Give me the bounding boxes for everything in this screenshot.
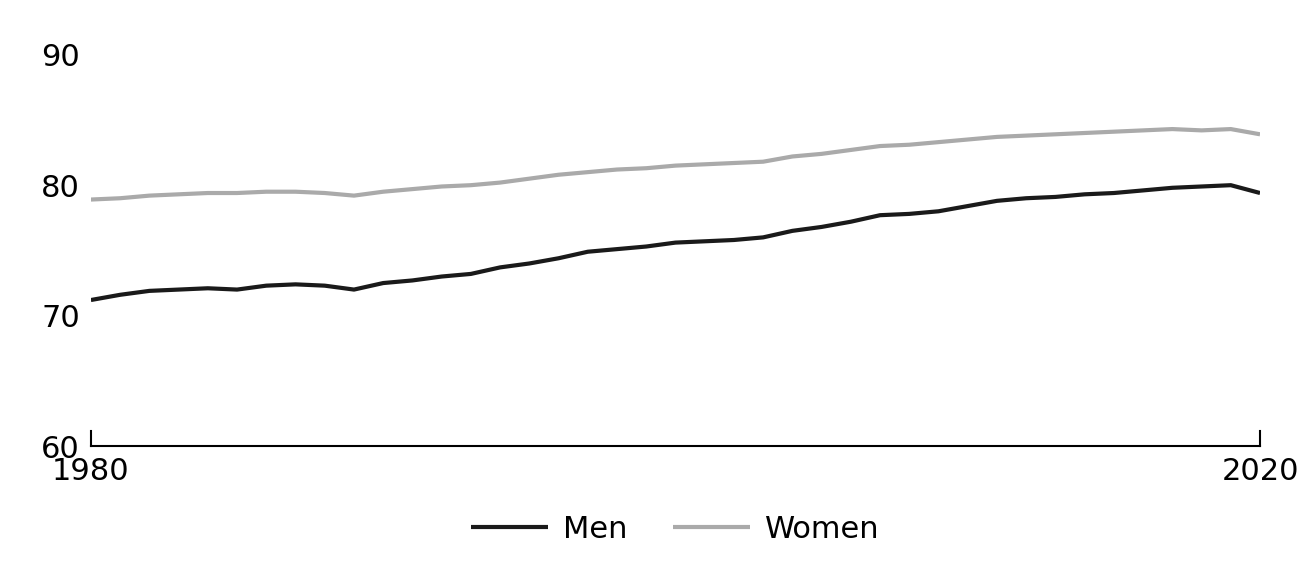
Men [1135,187,1151,194]
Legend: Men, Women: Men, Women [459,503,892,556]
Line: Women: Women [91,129,1260,200]
Women [142,192,157,199]
Men [1107,189,1122,196]
Men [698,238,713,245]
Men [230,286,246,293]
Women [931,138,947,145]
Women [989,133,1004,140]
Women [259,188,274,195]
Women [171,191,187,198]
Men [259,282,274,289]
Women [726,160,742,166]
Men [347,286,362,293]
Men [1077,191,1092,198]
Men [317,282,333,289]
Men [113,291,129,298]
Women [83,196,99,203]
Men [726,237,742,244]
Men [755,234,770,241]
Men [405,277,421,284]
Men [1252,189,1268,196]
Men [464,271,479,277]
Men [1194,183,1209,190]
Women [1222,126,1238,133]
Women [230,189,246,196]
Men [873,212,889,219]
Men [521,260,536,267]
Women [113,195,129,202]
Women [1107,128,1122,135]
Women [698,161,713,168]
Women [464,182,479,189]
Men [843,219,859,225]
Women [960,136,976,143]
Men [902,210,917,217]
Women [200,189,216,196]
Men [142,288,157,295]
Women [609,166,625,173]
Men [639,243,655,250]
Women [902,141,917,148]
Women [492,179,508,186]
Men [989,197,1004,204]
Women [785,153,800,160]
Women [668,162,683,169]
Women [1194,127,1209,134]
Women [1047,131,1063,138]
Women [1165,126,1181,133]
Men [960,202,976,209]
Line: Men: Men [91,185,1260,300]
Women [375,188,391,195]
Women [551,172,566,178]
Men [171,286,187,293]
Men [581,248,596,255]
Men [814,224,830,231]
Women [581,169,596,176]
Women [639,165,655,172]
Men [931,208,947,214]
Women [1135,127,1151,134]
Men [609,246,625,253]
Women [755,158,770,165]
Women [521,175,536,182]
Women [1077,129,1092,136]
Men [287,281,303,288]
Men [434,273,449,280]
Women [434,183,449,190]
Men [1222,182,1238,189]
Women [287,188,303,195]
Women [347,192,362,199]
Men [375,280,391,287]
Men [668,239,683,246]
Women [843,146,859,153]
Men [83,296,99,303]
Women [405,186,421,193]
Men [200,285,216,292]
Men [1018,195,1034,202]
Women [1252,131,1268,138]
Women [814,150,830,157]
Men [551,255,566,261]
Men [785,228,800,235]
Women [317,189,333,196]
Women [1018,132,1034,139]
Men [1047,193,1063,200]
Men [1165,184,1181,191]
Men [492,264,508,271]
Women [873,142,889,149]
